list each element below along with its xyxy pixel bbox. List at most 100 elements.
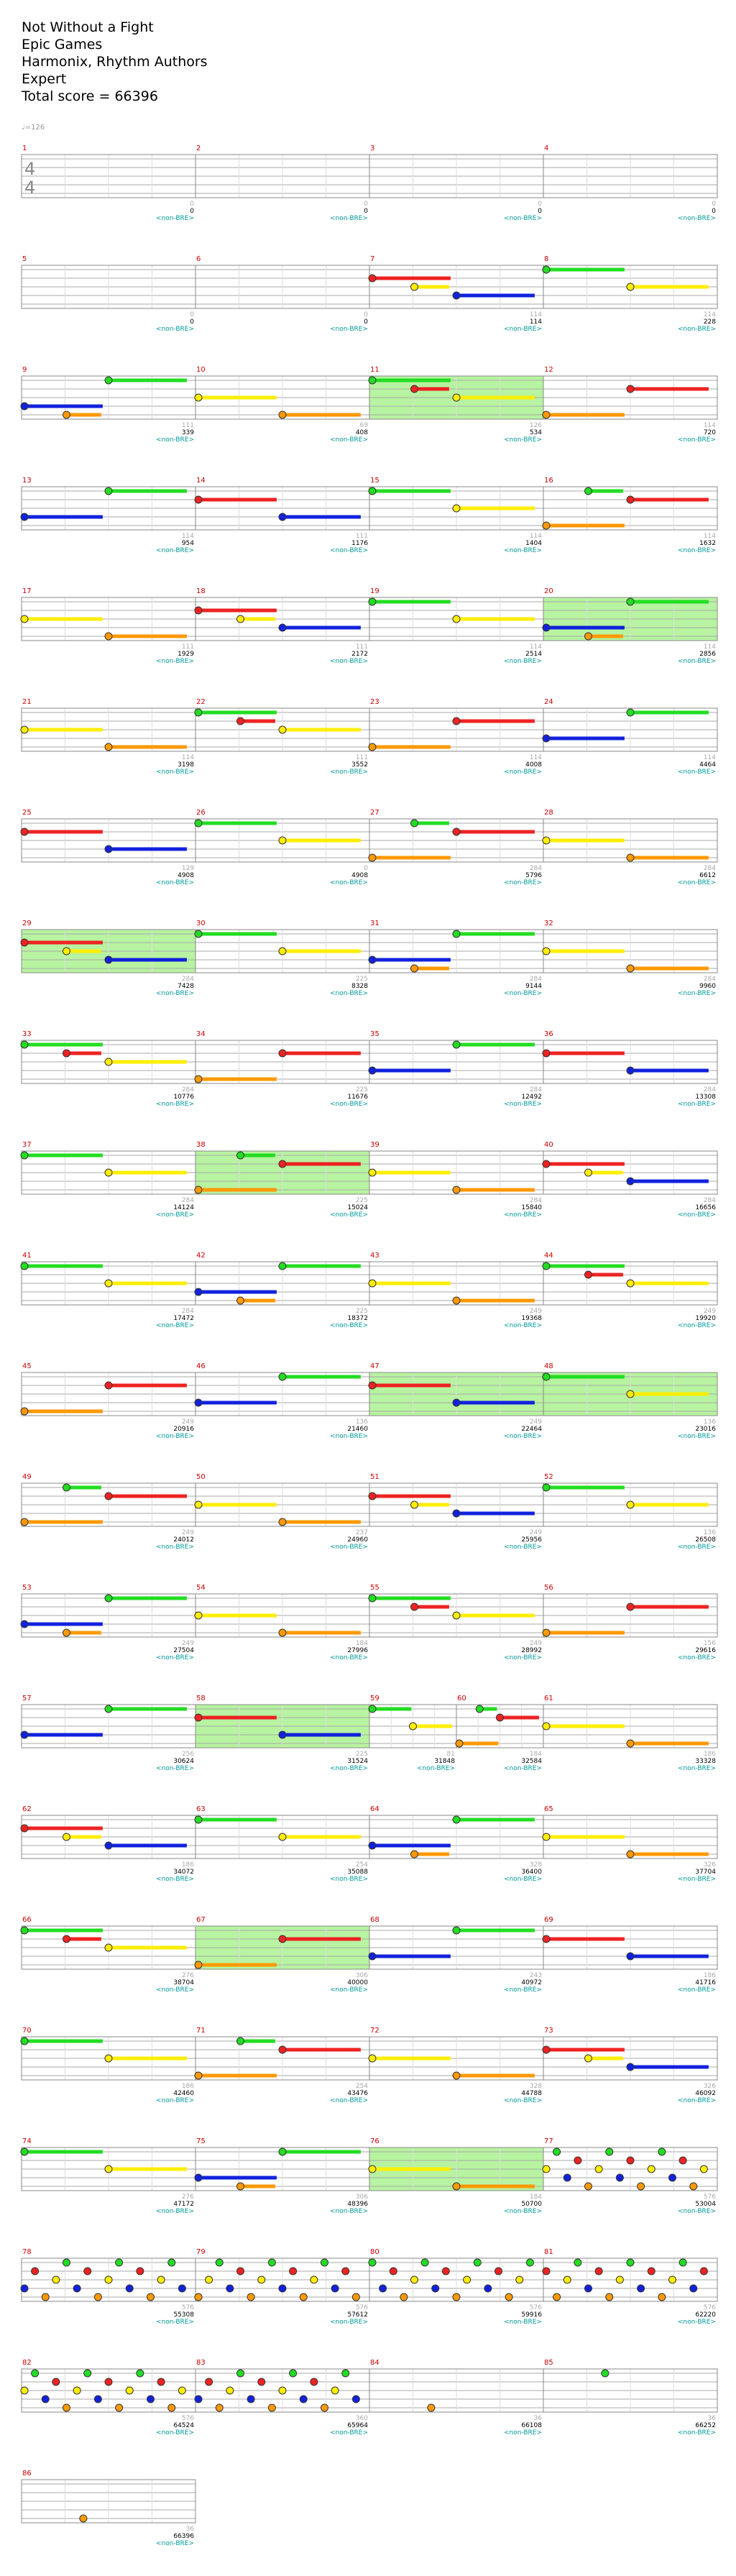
cumulative-score: 2514 xyxy=(525,651,542,658)
cumulative-score: 66396 xyxy=(173,2533,194,2540)
measure-number: 44 xyxy=(544,1252,553,1260)
note-gem xyxy=(601,2369,610,2378)
cumulative-score: 43476 xyxy=(347,2090,368,2097)
note-gem xyxy=(341,2369,350,2378)
note-gem xyxy=(368,2165,377,2173)
measure-number: 29 xyxy=(22,920,32,927)
note-gem xyxy=(104,845,113,853)
measure-number: 30 xyxy=(196,920,206,927)
note-gem xyxy=(678,2156,687,2165)
note-gem xyxy=(278,2045,287,2054)
measure-number: 75 xyxy=(196,2137,206,2145)
measure-score: 284 xyxy=(530,1086,542,1094)
note-gem xyxy=(341,2267,350,2275)
measure-comment: <non-BRE> xyxy=(330,1876,368,1883)
cumulative-score: 41716 xyxy=(695,1979,716,1986)
note-gem xyxy=(236,717,244,725)
measure-score: 249 xyxy=(530,1529,542,1536)
note-gem xyxy=(452,1611,461,1620)
note-gem xyxy=(41,2395,50,2403)
note-gem xyxy=(205,2275,213,2284)
note-gem xyxy=(409,1722,417,1731)
note-gem xyxy=(626,2258,635,2267)
measure-score: 237 xyxy=(356,1529,368,1536)
measure-number: 48 xyxy=(544,1362,553,1370)
measure-score: 256 xyxy=(182,1751,194,1758)
measure-number: 1 xyxy=(22,145,27,152)
measure-score: 0 xyxy=(712,201,716,208)
measure-comment: <non-BRE> xyxy=(504,436,542,444)
note-gem xyxy=(63,1049,70,1058)
note-gem xyxy=(615,2275,624,2284)
measure-number: 72 xyxy=(370,2027,380,2035)
measure-comment: <non-BRE> xyxy=(330,215,368,222)
measure-comment: <non-BRE> xyxy=(678,990,716,997)
note-gem xyxy=(63,1833,70,1841)
measure-comment: <non-BRE> xyxy=(156,1433,194,1440)
note-gem xyxy=(553,2148,561,2156)
note-gem xyxy=(626,597,635,606)
cumulative-score: 16656 xyxy=(695,1204,716,1211)
cumulative-score: 0 xyxy=(538,208,542,215)
measure-number: 68 xyxy=(370,1916,380,1924)
note-gem xyxy=(236,1151,244,1160)
measure-number: 65 xyxy=(544,1805,553,1813)
measure-box xyxy=(543,1261,718,1306)
note-gem xyxy=(505,2293,513,2301)
measure-comment: <non-BRE> xyxy=(678,1322,716,1329)
note-gem xyxy=(104,487,113,495)
measure-comment: <non-BRE> xyxy=(504,1876,542,1883)
measure-score: 284 xyxy=(182,1308,194,1315)
cumulative-score: 228 xyxy=(704,318,716,326)
measure-score: 114 xyxy=(704,754,716,761)
note-gem xyxy=(136,2369,144,2378)
note-gem xyxy=(331,2284,339,2293)
note-gem xyxy=(278,1833,287,1841)
note-gem xyxy=(104,2275,113,2284)
note-gem xyxy=(420,2258,429,2267)
measure-comment: <non-BRE> xyxy=(156,436,194,444)
note-gem xyxy=(83,2369,92,2378)
measure-number: 41 xyxy=(22,1252,32,1260)
note-gem xyxy=(194,1186,203,1194)
note-gem xyxy=(484,2284,492,2293)
note-gem xyxy=(584,2182,592,2191)
measure-comment: <non-BRE> xyxy=(504,2097,542,2104)
measure-comment: <non-BRE> xyxy=(504,1654,542,1661)
measure-box xyxy=(543,2036,718,2081)
measure-comment: <non-BRE> xyxy=(156,658,194,665)
cumulative-score: 28992 xyxy=(521,1647,542,1654)
note-gem xyxy=(20,2284,29,2293)
measure-comment: <non-BRE> xyxy=(504,1101,542,1108)
measure-box xyxy=(543,375,718,420)
measure-score: 36 xyxy=(708,2415,717,2422)
song-header: Not Without a Fight Epic Games Harmonix,… xyxy=(22,19,208,105)
measure-comment: <non-BRE> xyxy=(678,436,716,444)
note-gem xyxy=(104,1168,113,1177)
measure-comment: <non-BRE> xyxy=(156,1211,194,1219)
measure-score: 225 xyxy=(356,1308,368,1315)
measure-comment: <non-BRE> xyxy=(678,2208,716,2215)
note-gem xyxy=(542,411,551,419)
measure-score: 0 xyxy=(364,201,368,208)
note-gem xyxy=(20,1407,29,1416)
note-gem xyxy=(368,743,377,751)
measure-number: 25 xyxy=(22,809,32,817)
note-gem xyxy=(368,1952,377,1961)
cumulative-score: 46092 xyxy=(695,2090,716,2097)
note-gem xyxy=(496,1713,504,1722)
measure-box xyxy=(543,2258,718,2302)
note-gem xyxy=(626,1066,635,1075)
note-gem xyxy=(178,2284,186,2293)
note-gem xyxy=(427,2403,436,2412)
measure-comment: <non-BRE> xyxy=(330,1654,368,1661)
measure-number: 23 xyxy=(370,698,380,706)
cumulative-score: 22464 xyxy=(521,1426,542,1433)
note-gem xyxy=(452,2293,461,2301)
note-gem xyxy=(605,2148,614,2156)
measure-comment: <non-BRE> xyxy=(678,1765,716,1772)
note-gem xyxy=(574,2156,582,2165)
cumulative-score: 29616 xyxy=(695,1647,716,1654)
measure-number: 40 xyxy=(544,1141,553,1149)
note-gem xyxy=(410,1850,418,1858)
